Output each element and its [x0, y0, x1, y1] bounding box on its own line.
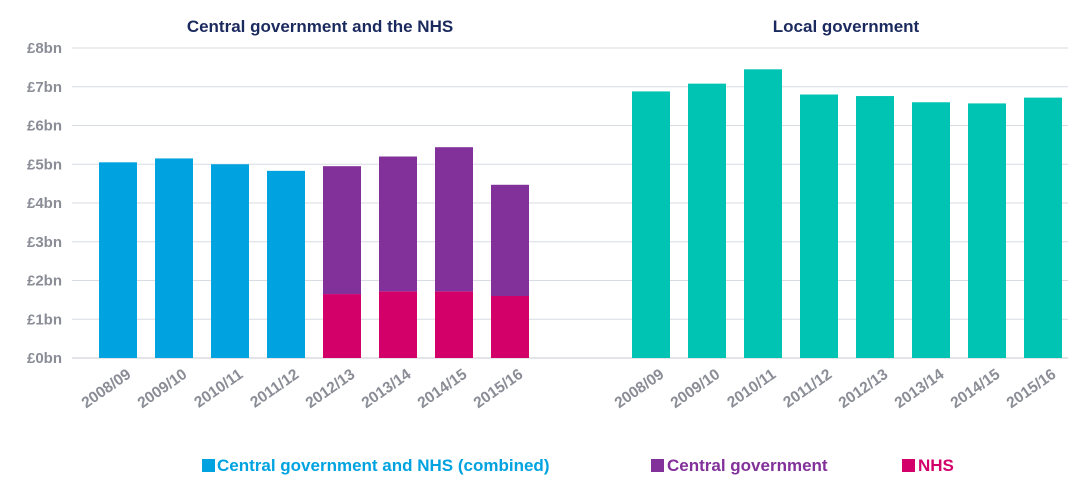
bar-local-government — [800, 94, 838, 358]
y-tick-label: £3bn — [27, 234, 62, 251]
x-tick-label: 2010/11 — [724, 366, 779, 412]
y-tick-label: £1bn — [27, 311, 62, 328]
y-tick-label: £0bn — [27, 350, 62, 367]
chart-title-central: Central government and the NHS — [187, 17, 453, 36]
legend-label-central: Central government — [667, 456, 828, 475]
legend-label-nhs: NHS — [918, 456, 954, 475]
bar-local-government — [856, 96, 894, 359]
x-tick-label: 2009/10 — [135, 366, 191, 412]
legend: Central government and NHS (combined) Ce… — [202, 456, 954, 475]
legend-swatch-central — [651, 459, 664, 472]
bar-nhs — [491, 296, 529, 358]
bar-local-government — [1024, 97, 1062, 358]
x-tick-label: 2013/14 — [892, 366, 948, 412]
x-axis-ticks: 2008/09 2009/10 2010/11 2011/12 2012/13 2013/… — [79, 366, 1060, 412]
legend-swatch-combined — [202, 459, 215, 472]
x-tick-label: 2013/14 — [359, 366, 415, 412]
bar-central-government-and-nhs-combined — [99, 162, 137, 358]
bar-central-government — [435, 147, 473, 292]
chart-title-local: Local government — [773, 17, 920, 36]
x-tick-label: 2011/12 — [247, 366, 302, 412]
y-tick-label: £5bn — [27, 156, 62, 173]
bar-local-government — [688, 83, 726, 359]
y-tick-label: £6bn — [27, 118, 62, 135]
x-tick-label: 2014/15 — [415, 366, 471, 412]
bar-local-government — [912, 102, 950, 358]
bar-nhs — [323, 294, 361, 358]
x-tick-label: 2012/13 — [303, 366, 359, 412]
y-axis-ticks: £0bn £1bn £2bn £3bn £4bn £5bn £6bn £7bn £8bn — [27, 40, 62, 367]
bar-nhs — [379, 291, 417, 358]
bar-local-government — [744, 69, 782, 358]
x-tick-label: 2008/09 — [612, 366, 668, 412]
y-tick-label: £7bn — [27, 79, 62, 96]
bar-central-government-and-nhs-combined — [211, 164, 249, 358]
bar-central-government-and-nhs-combined — [267, 170, 305, 358]
x-tick-label: 2010/11 — [191, 366, 246, 412]
x-tick-label: 2015/16 — [471, 366, 527, 412]
x-tick-label: 2009/10 — [668, 366, 724, 412]
legend-label-combined: Central government and NHS (combined) — [217, 456, 549, 475]
x-tick-label: 2014/15 — [948, 366, 1004, 412]
bar-central-government — [323, 166, 361, 295]
bar-local-government — [632, 91, 670, 359]
y-tick-label: £8bn — [27, 40, 62, 57]
bar-nhs — [435, 291, 473, 358]
legend-swatch-nhs — [902, 459, 915, 472]
x-tick-label: 2012/13 — [836, 366, 892, 412]
bar-central-government-and-nhs-combined — [155, 158, 193, 358]
x-tick-label: 2011/12 — [780, 366, 835, 412]
x-tick-label: 2015/16 — [1004, 366, 1060, 412]
y-tick-label: £4bn — [27, 195, 62, 212]
bar-central-government — [379, 156, 417, 292]
x-tick-label: 2008/09 — [79, 366, 135, 412]
bar-layer — [99, 69, 1062, 359]
bar-local-government — [968, 103, 1006, 358]
y-tick-label: £2bn — [27, 273, 62, 290]
panel-titles: Central government and the NHS Local gov… — [187, 17, 920, 36]
bar-central-government — [491, 184, 529, 296]
